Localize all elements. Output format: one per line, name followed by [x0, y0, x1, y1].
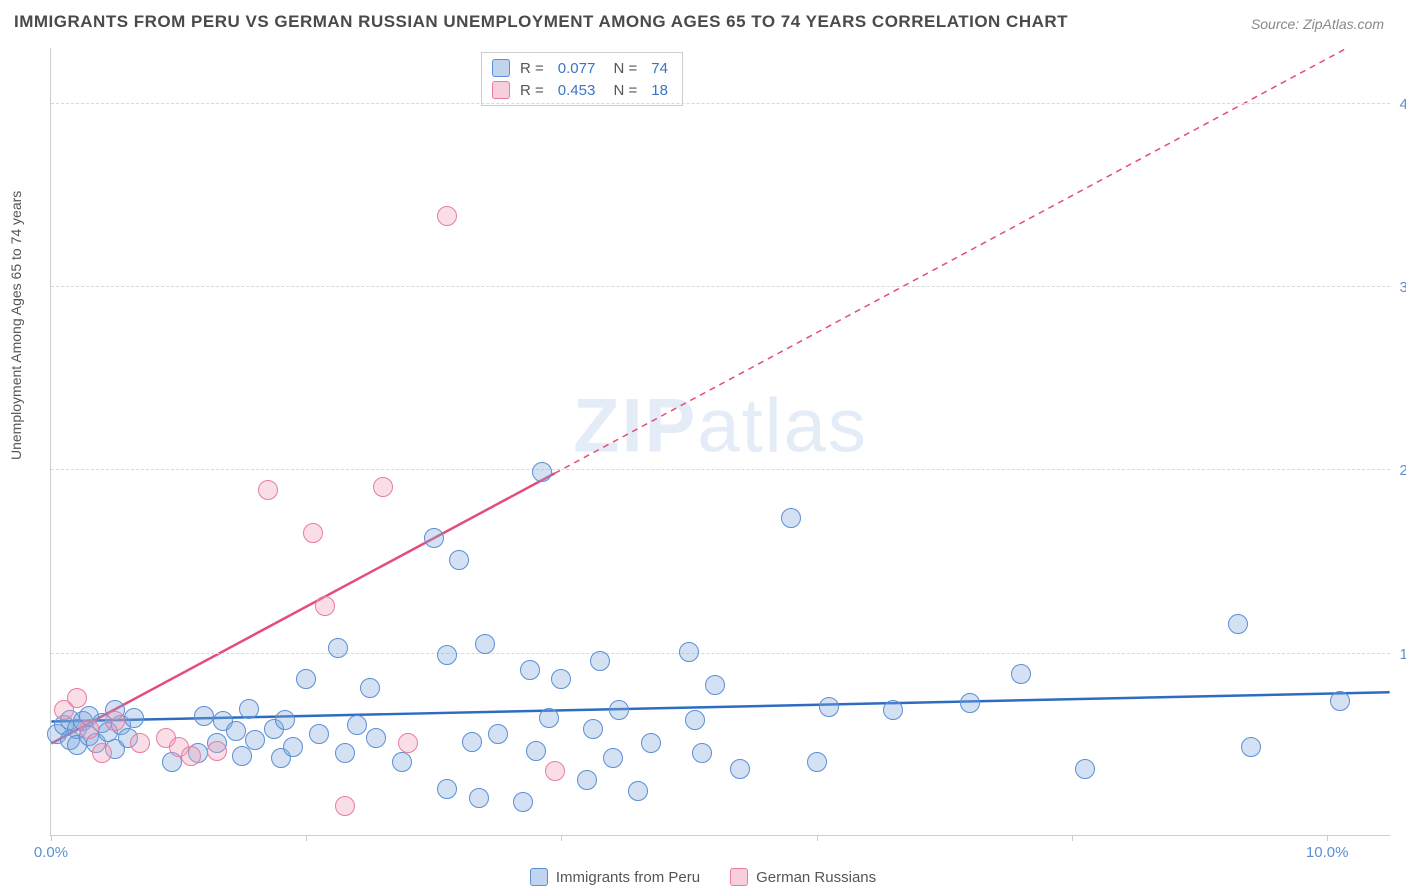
- gridline: 30.0%: [51, 286, 1390, 287]
- data-point: [360, 678, 380, 698]
- data-point: [328, 638, 348, 658]
- stats-row-pink: R =0.453 N =18: [492, 79, 672, 101]
- data-point: [807, 752, 827, 772]
- gridline: 10.0%: [51, 653, 1390, 654]
- chart-title: IMMIGRANTS FROM PERU VS GERMAN RUSSIAN U…: [14, 12, 1068, 32]
- y-tick-label: 20.0%: [1399, 462, 1406, 479]
- data-point: [1330, 691, 1350, 711]
- data-point: [437, 645, 457, 665]
- data-point: [424, 528, 444, 548]
- data-point: [685, 710, 705, 730]
- data-point: [130, 733, 150, 753]
- data-point: [239, 699, 259, 719]
- watermark: ZIPatlas: [573, 382, 868, 469]
- x-tick: [1327, 835, 1328, 841]
- data-point: [526, 741, 546, 761]
- swatch-pink-icon: [730, 868, 748, 886]
- data-point: [181, 746, 201, 766]
- data-point: [641, 733, 661, 753]
- y-axis-label: Unemployment Among Ages 65 to 74 years: [8, 191, 24, 460]
- data-point: [1228, 614, 1248, 634]
- data-point: [781, 508, 801, 528]
- data-point: [296, 669, 316, 689]
- data-point: [488, 724, 508, 744]
- data-point: [105, 711, 125, 731]
- plot-area: ZIPatlas R =0.077 N =74 R =0.453 N =18 1…: [50, 48, 1390, 836]
- y-tick-label: 40.0%: [1399, 96, 1406, 113]
- gridline: 20.0%: [51, 469, 1390, 470]
- data-point: [124, 708, 144, 728]
- data-point: [245, 730, 265, 750]
- data-point: [67, 688, 87, 708]
- data-point: [335, 796, 355, 816]
- data-point: [603, 748, 623, 768]
- data-point: [392, 752, 412, 772]
- source-label: Source: ZipAtlas.com: [1251, 16, 1384, 32]
- swatch-pink-icon: [492, 81, 510, 99]
- data-point: [883, 700, 903, 720]
- x-tick: [561, 835, 562, 841]
- data-point: [730, 759, 750, 779]
- data-point: [449, 550, 469, 570]
- swatch-blue-icon: [492, 59, 510, 77]
- data-point: [819, 697, 839, 717]
- y-tick-label: 10.0%: [1399, 646, 1406, 663]
- swatch-blue-icon: [530, 868, 548, 886]
- stats-legend: R =0.077 N =74 R =0.453 N =18: [481, 52, 683, 106]
- data-point: [705, 675, 725, 695]
- data-point: [475, 634, 495, 654]
- data-point: [347, 715, 367, 735]
- data-point: [545, 761, 565, 781]
- data-point: [469, 788, 489, 808]
- data-point: [513, 792, 533, 812]
- data-point: [258, 480, 278, 500]
- data-point: [551, 669, 571, 689]
- data-point: [335, 743, 355, 763]
- data-point: [226, 721, 246, 741]
- data-point: [232, 746, 252, 766]
- data-point: [960, 693, 980, 713]
- data-point: [366, 728, 386, 748]
- x-tick: [817, 835, 818, 841]
- bottom-legend: Immigrants from Peru German Russians: [0, 868, 1406, 886]
- data-point: [437, 779, 457, 799]
- data-point: [590, 651, 610, 671]
- data-point: [194, 706, 214, 726]
- data-point: [79, 719, 99, 739]
- data-point: [309, 724, 329, 744]
- data-point: [539, 708, 559, 728]
- legend-item-pink: German Russians: [730, 868, 876, 886]
- data-point: [577, 770, 597, 790]
- data-point: [520, 660, 540, 680]
- data-point: [315, 596, 335, 616]
- data-point: [1241, 737, 1261, 757]
- data-point: [628, 781, 648, 801]
- data-point: [1011, 664, 1031, 684]
- x-tick: [306, 835, 307, 841]
- data-point: [532, 462, 552, 482]
- data-point: [275, 710, 295, 730]
- data-point: [583, 719, 603, 739]
- data-point: [692, 743, 712, 763]
- data-point: [398, 733, 418, 753]
- x-tick-label: 0.0%: [34, 844, 68, 861]
- data-point: [283, 737, 303, 757]
- y-tick-label: 30.0%: [1399, 279, 1406, 296]
- data-point: [92, 743, 112, 763]
- data-point: [462, 732, 482, 752]
- data-point: [373, 477, 393, 497]
- x-tick: [1072, 835, 1073, 841]
- data-point: [437, 206, 457, 226]
- data-point: [609, 700, 629, 720]
- x-tick: [51, 835, 52, 841]
- data-point: [1075, 759, 1095, 779]
- stats-row-blue: R =0.077 N =74: [492, 57, 672, 79]
- gridline: 40.0%: [51, 103, 1390, 104]
- data-point: [207, 741, 227, 761]
- data-point: [303, 523, 323, 543]
- legend-item-blue: Immigrants from Peru: [530, 868, 700, 886]
- x-tick-label: 10.0%: [1306, 844, 1349, 861]
- data-point: [679, 642, 699, 662]
